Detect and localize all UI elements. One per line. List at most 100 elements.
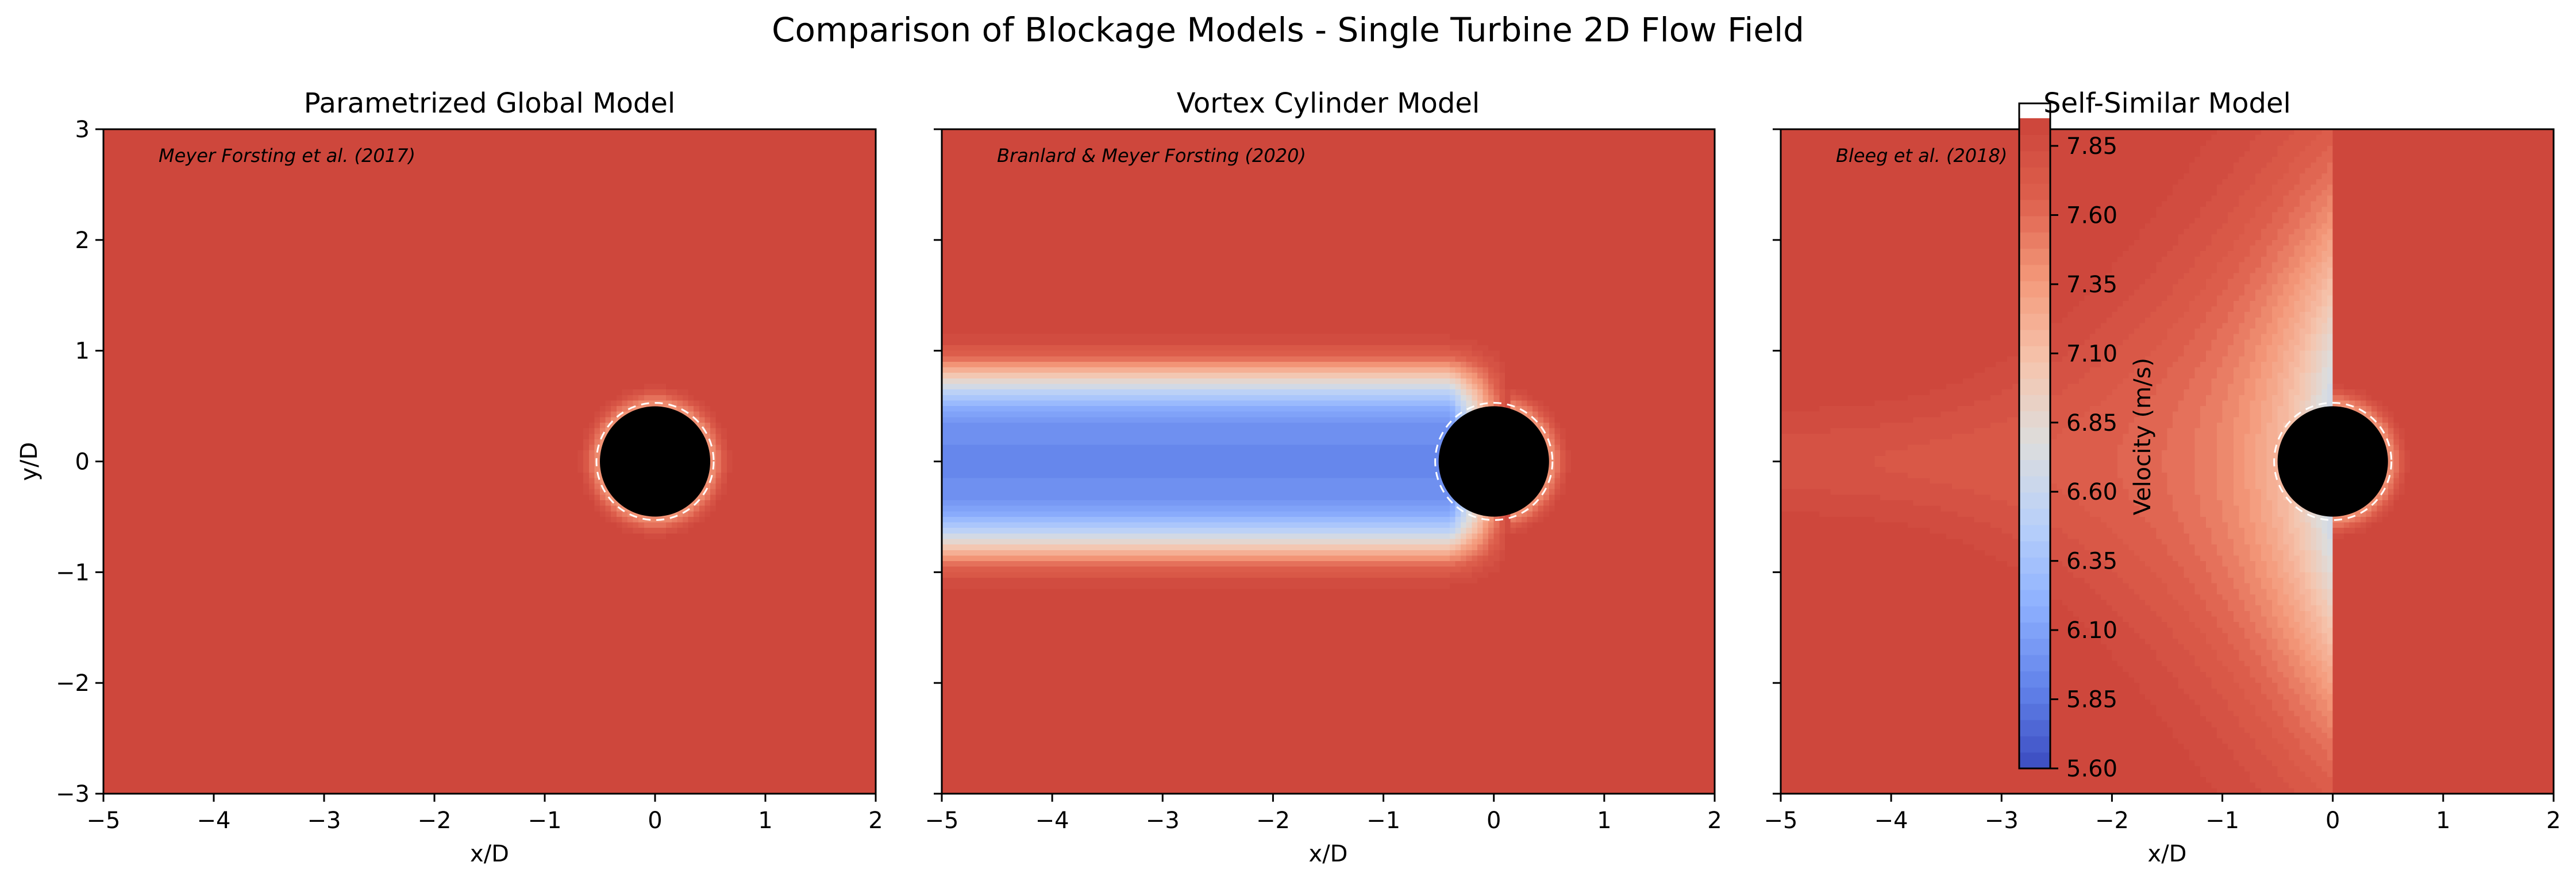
panel-title: Vortex Cylinder Model xyxy=(1177,87,1480,119)
colorbar-level xyxy=(2019,736,2050,752)
turbine-disk xyxy=(600,407,710,517)
source-annotation: Bleeg et al. (2018) xyxy=(1836,145,2007,167)
colorbar-level xyxy=(2019,216,2050,233)
turbine-disk xyxy=(2278,406,2388,516)
colorbar-level xyxy=(2019,541,2050,558)
x-tick-label: −4 xyxy=(1035,807,1069,834)
panel-title: Parametrized Global Model xyxy=(304,87,675,119)
x-tick-label: −4 xyxy=(197,807,231,834)
x-tick-label: 2 xyxy=(1707,807,1722,834)
colorbar-level xyxy=(2019,622,2050,639)
x-tick-label: −1 xyxy=(1366,807,1400,834)
x-tick-label: 1 xyxy=(1597,807,1611,834)
colorbar-level xyxy=(2019,362,2050,378)
colorbar-level xyxy=(2019,443,2050,460)
colorbar-level xyxy=(2019,687,2050,704)
x-tick-label: −2 xyxy=(2095,807,2129,834)
colorbar-level xyxy=(2019,492,2050,509)
x-tick-label: −3 xyxy=(307,807,341,834)
x-tick-label: −2 xyxy=(418,807,452,834)
colorbar-tick-label: 7.10 xyxy=(2066,341,2117,367)
colorbar-level xyxy=(2019,411,2050,427)
colorbar-level xyxy=(2019,671,2050,687)
x-tick-label: −5 xyxy=(1764,807,1798,834)
colorbar-level xyxy=(2019,265,2050,281)
colorbar-level xyxy=(2019,704,2050,720)
colorbar-level xyxy=(2019,281,2050,297)
x-tick-label: 1 xyxy=(2436,807,2450,834)
colorbar-level xyxy=(2019,508,2050,525)
heatmap-cells xyxy=(1781,129,2554,794)
colorbar-level xyxy=(2019,330,2050,346)
colorbar-tick-label: 7.35 xyxy=(2066,272,2117,298)
x-tick-label: −1 xyxy=(528,807,562,834)
colorbar-tick-label: 6.35 xyxy=(2066,548,2117,575)
colorbar-level xyxy=(2019,167,2050,184)
heatmap-cells xyxy=(103,129,876,794)
x-tick-label: −3 xyxy=(1985,807,2019,834)
colorbar-level xyxy=(2019,557,2050,574)
y-tick-label: 3 xyxy=(75,117,90,143)
colorbar-level xyxy=(2019,590,2050,606)
colorbar-level xyxy=(2019,150,2050,167)
colorbar-label: Velocity (m/s) xyxy=(2130,358,2156,515)
colorbar-tick-label: 7.60 xyxy=(2066,202,2117,229)
colorbar-level xyxy=(2019,183,2050,200)
source-annotation: Branlard & Meyer Forsting (2020) xyxy=(997,145,1306,167)
colorbar-level xyxy=(2019,720,2050,736)
chart-panel-3: −5 −4 −3 −2 −1 0 1 2 x/D Self-Similar Model Bleeg … xyxy=(1764,87,2561,867)
y-tick-label: 0 xyxy=(75,449,90,476)
turbine-disk xyxy=(1439,406,1549,516)
figure-title: Comparison of Blockage Models - Single T… xyxy=(0,7,2576,53)
colorbar-level xyxy=(2019,118,2050,135)
colorbar-level xyxy=(2019,639,2050,655)
y-tick-label: 2 xyxy=(75,227,90,254)
colorbar-level xyxy=(2019,346,2050,362)
colorbar-level xyxy=(2019,134,2050,151)
colorbar-level xyxy=(2019,232,2050,249)
colorbar-level xyxy=(2019,313,2050,330)
source-annotation: Meyer Forsting et al. (2017) xyxy=(159,145,415,167)
x-tick-label: −3 xyxy=(1146,807,1180,834)
x-tick-label: 1 xyxy=(758,807,772,834)
colorbar-level xyxy=(2019,199,2050,216)
colorbar-level xyxy=(2019,476,2050,493)
x-tick-label: −5 xyxy=(925,807,959,834)
x-tick-label: 0 xyxy=(648,807,662,834)
y-tick-label: 1 xyxy=(75,338,90,365)
colorbar-level xyxy=(2019,459,2050,476)
x-tick-label: 2 xyxy=(868,807,883,834)
x-tick-label: −5 xyxy=(87,807,121,834)
colorbar-tick-label: 5.60 xyxy=(2066,756,2117,782)
x-tick-label: 2 xyxy=(2546,807,2560,834)
colorbar-tick-label: 5.85 xyxy=(2066,687,2117,713)
x-tick-label: −4 xyxy=(1874,807,1908,834)
colorbar-level xyxy=(2019,395,2050,411)
colorbar-level xyxy=(2019,655,2050,671)
colorbar-level xyxy=(2019,378,2050,395)
x-axis-label: x/D xyxy=(470,841,509,867)
colorbar-tick-label: 6.85 xyxy=(2066,410,2117,436)
colorbar-level xyxy=(2019,606,2050,623)
colorbar-level xyxy=(2019,427,2050,444)
colorbar-level xyxy=(2019,248,2050,265)
chart-panel-1: −5 −4 −3 −2 −1 0 1 2 3 2 1 0 −1 −2 −3 x/D y/D Parametrize… xyxy=(16,87,883,867)
y-tick-label: −2 xyxy=(56,670,90,697)
x-tick-label: 0 xyxy=(2325,807,2340,834)
y-tick-label: −3 xyxy=(56,781,90,807)
colorbar-level xyxy=(2019,297,2050,314)
colorbar-level xyxy=(2019,573,2050,590)
colorbar-level xyxy=(2019,524,2050,541)
y-tick-label: −1 xyxy=(56,559,90,586)
colorbar-tick-label: 6.10 xyxy=(2066,617,2117,644)
x-tick-label: −2 xyxy=(1256,807,1290,834)
heatmap-cells xyxy=(942,129,1715,794)
x-axis-label: x/D xyxy=(1309,841,1348,867)
x-tick-label: 0 xyxy=(1487,807,1501,834)
chart-panel-2: −5 −4 −3 −2 −1 0 1 2 x/D Vortex Cylinder Model Bra… xyxy=(925,87,1722,867)
panel-title: Self-Similar Model xyxy=(2043,87,2291,119)
x-tick-label: −1 xyxy=(2205,807,2239,834)
y-axis-label: y/D xyxy=(16,442,43,481)
x-axis-label: x/D xyxy=(2148,841,2187,867)
